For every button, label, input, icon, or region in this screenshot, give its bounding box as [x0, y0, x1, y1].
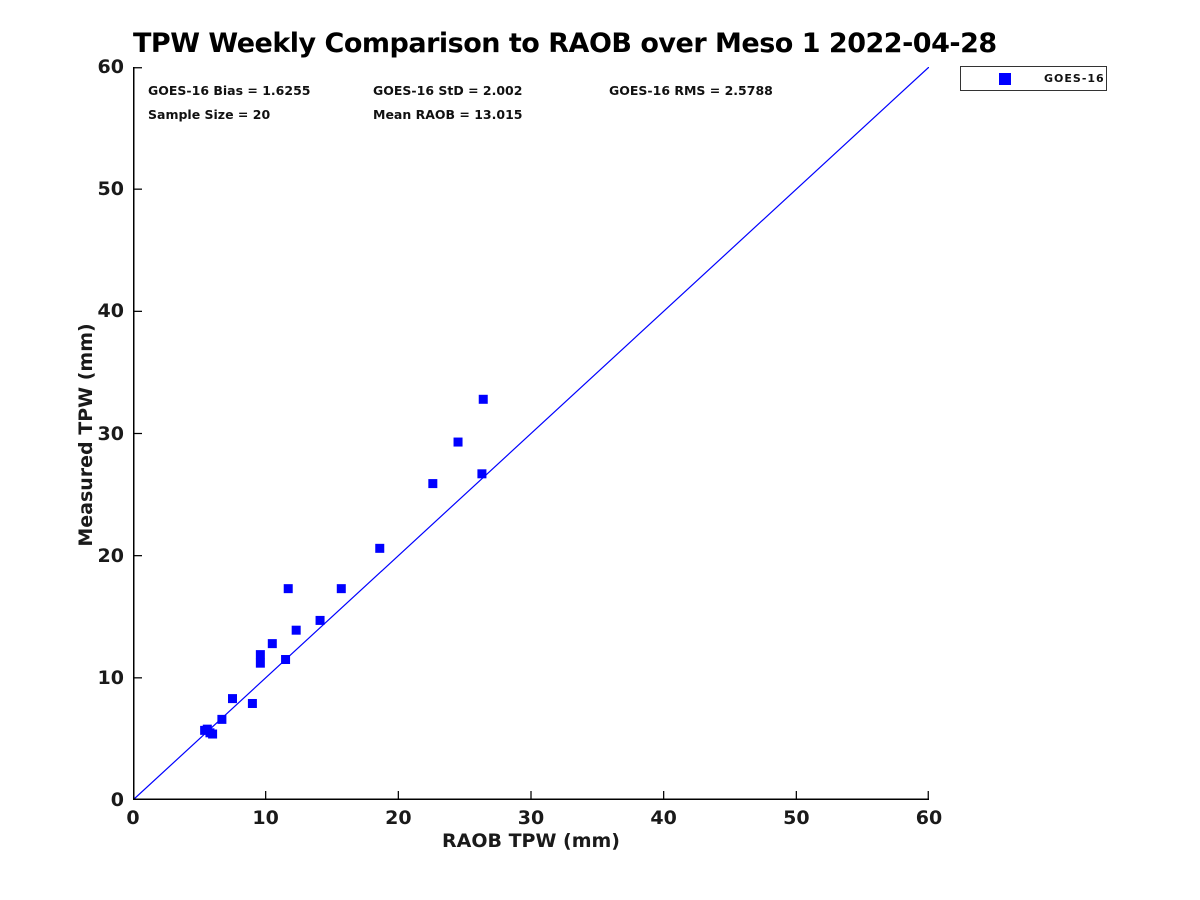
data-point — [477, 469, 487, 479]
data-point — [247, 698, 257, 708]
stat-std: GOES-16 StD = 2.002 — [373, 83, 523, 98]
data-point — [255, 658, 265, 668]
x-tick-label: 10 — [252, 807, 279, 829]
stat-rms: GOES-16 RMS = 2.5788 — [609, 83, 773, 98]
data-point — [478, 394, 488, 404]
y-axis-label: Measured TPW (mm) — [75, 323, 97, 547]
stat-bias: GOES-16 Bias = 1.6255 — [148, 83, 311, 98]
stat-sample-size: Sample Size = 20 — [148, 107, 271, 122]
y-tick-label: 20 — [97, 544, 124, 567]
data-point — [315, 615, 325, 625]
x-tick-label: 20 — [385, 807, 412, 829]
x-tick-label: 0 — [126, 807, 140, 829]
data-point — [281, 655, 291, 665]
y-tick-label: 30 — [97, 422, 124, 445]
x-axis-label: RAOB TPW (mm) — [441, 830, 620, 852]
data-point — [267, 639, 277, 649]
data-point — [228, 694, 237, 704]
identity-line — [133, 67, 929, 800]
x-tick-label: 30 — [517, 807, 545, 829]
y-tick-label: 0 — [110, 789, 124, 811]
y-tick-label: 40 — [97, 300, 124, 323]
data-point — [255, 650, 265, 660]
data-point — [453, 437, 463, 447]
data-point — [375, 543, 385, 553]
y-tick-label: 50 — [97, 178, 124, 201]
data-point — [283, 584, 293, 594]
chart-title: TPW Weekly Comparison to RAOB over Meso … — [133, 28, 997, 59]
data-point — [217, 714, 227, 724]
x-tick-label: 40 — [650, 807, 677, 829]
plot-area — [133, 67, 929, 800]
y-tick-label: 10 — [97, 666, 124, 689]
data-point — [208, 729, 218, 739]
x-tick-label: 50 — [783, 807, 810, 829]
goes-16-square-marker-icon — [999, 72, 1011, 85]
legend: GOES-16 — [960, 66, 1107, 91]
legend-label: GOES-16 — [1044, 72, 1105, 85]
scatter-plot — [133, 67, 929, 800]
stat-mean-raob: Mean RAOB = 13.015 — [373, 107, 523, 122]
x-tick-label: 60 — [915, 807, 943, 829]
data-point — [291, 625, 301, 635]
data-point — [336, 584, 346, 594]
y-tick-label: 60 — [97, 56, 124, 78]
data-point — [428, 479, 438, 489]
